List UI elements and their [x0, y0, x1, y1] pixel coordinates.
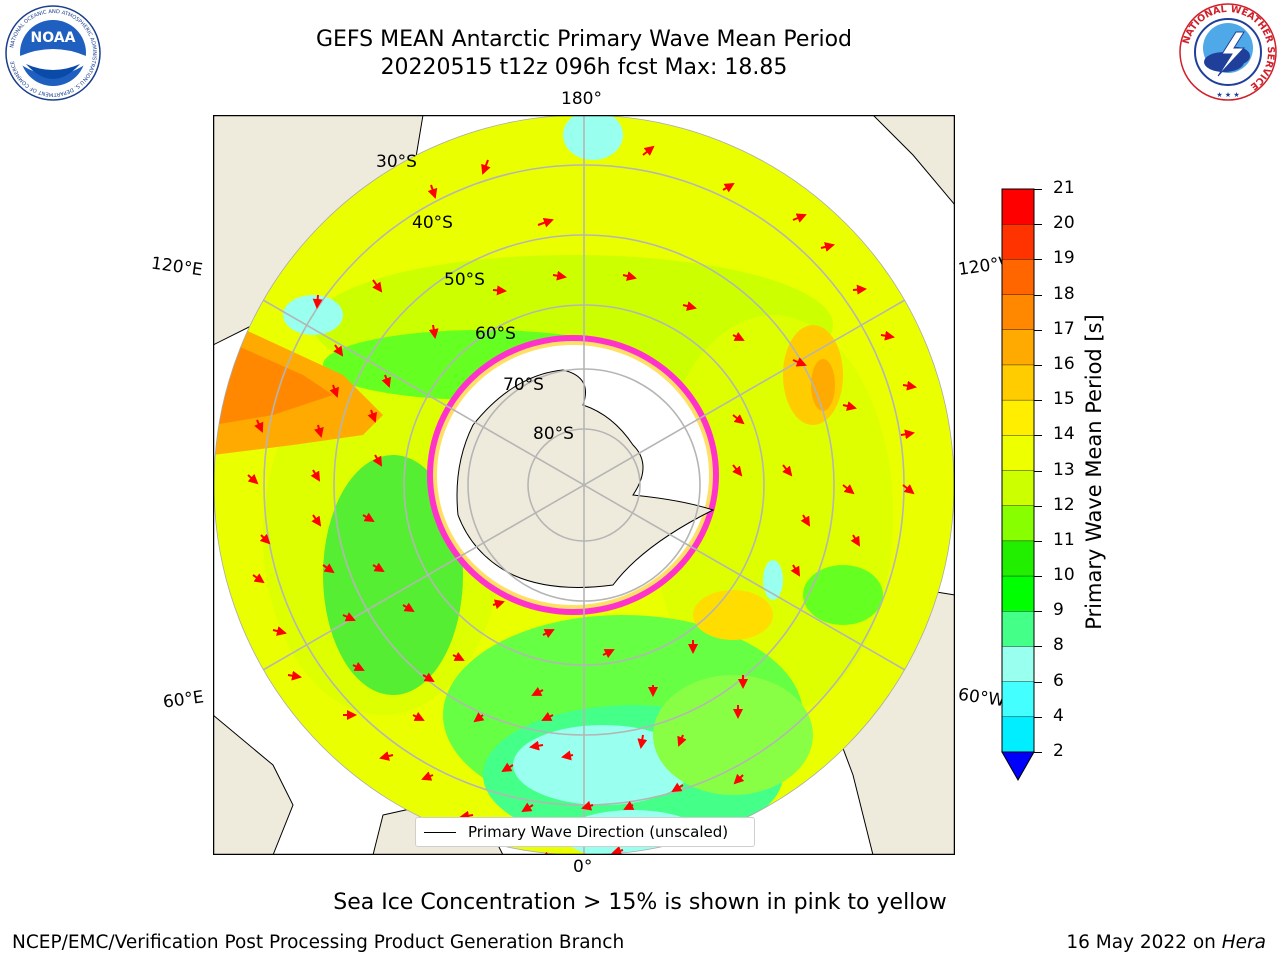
- colorbar-band: [1001, 329, 1035, 366]
- colorbar-tick-mark: [1034, 716, 1042, 718]
- legend-line-swatch: [424, 831, 456, 833]
- colorbar-tick-label: 2: [1053, 741, 1064, 761]
- colorbar-tick-mark: [1034, 364, 1042, 366]
- colorbar-tick-label: 11: [1053, 529, 1075, 550]
- lon-label-0: 0°: [573, 857, 593, 877]
- map-title: GEFS MEAN Antarctic Primary Wave Mean Pe…: [315, 27, 853, 52]
- colorbar-tick-label: 19: [1053, 248, 1075, 269]
- colorbar-tick-mark: [1034, 540, 1042, 542]
- colorbar-tick-mark: [1034, 189, 1042, 190]
- noaa-logo: NOAA NATIONAL OCEANIC AND ATMOSPHERIC AD…: [5, 5, 101, 101]
- colorbar-tick-label: 15: [1053, 389, 1075, 410]
- map-legend: Primary Wave Direction (unscaled): [415, 817, 755, 847]
- lat-label-80s: 80°S: [533, 424, 574, 444]
- colorbar-band: [1001, 470, 1035, 507]
- lat-label-30s: 30°S: [376, 152, 417, 172]
- colorbar-tick-label: 16: [1053, 353, 1075, 374]
- colorbar-band: [1001, 611, 1035, 648]
- colorbar-tick-label: 14: [1053, 424, 1075, 445]
- colorbar-tick-mark: [1034, 294, 1042, 296]
- colorbar-band: [1001, 575, 1035, 612]
- colorbar-tick-label: 21: [1053, 178, 1075, 198]
- noaa-logo-text: NOAA: [31, 30, 76, 46]
- colorbar-tick-mark: [1034, 224, 1042, 226]
- colorbar-band: [1001, 435, 1035, 472]
- colorbar-band: [1001, 399, 1035, 437]
- colorbar-tick-label: 6: [1053, 670, 1064, 691]
- sea-ice-note: Sea Ice Concentration > 15% is shown in …: [333, 890, 947, 915]
- colorbar-band: [1001, 223, 1035, 261]
- colorbar-band: [1001, 681, 1035, 718]
- polar-wave-map: [213, 115, 955, 855]
- legend-label: Primary Wave Direction (unscaled): [468, 823, 729, 841]
- colorbar-tick-label: 10: [1053, 565, 1075, 586]
- colorbar-band: [1001, 716, 1035, 753]
- colorbar-tick-label: 12: [1053, 494, 1075, 515]
- colorbar-tick-mark: [1034, 505, 1042, 507]
- lon-label-120e: 120°E: [149, 253, 204, 281]
- colorbar-tick-mark: [1034, 611, 1042, 613]
- colorbar-extend-triangle: [1001, 751, 1035, 782]
- colorbar-tick-label: 17: [1053, 318, 1075, 339]
- colorbar-tick-mark: [1034, 400, 1042, 402]
- colorbar-band: [1001, 294, 1035, 331]
- svg-text:★ ★ ★: ★ ★ ★: [1216, 91, 1239, 99]
- colorbar-band: [1001, 259, 1035, 296]
- lat-label-70s: 70°S: [503, 375, 544, 395]
- colorbar-tick-label: 8: [1053, 635, 1064, 656]
- period-shading: [214, 115, 893, 855]
- colorbar-label: Primary Wave Mean Period [s]: [1082, 314, 1106, 630]
- colorbar-tick-mark: [1034, 752, 1042, 753]
- lat-label-40s: 40°S: [412, 213, 453, 233]
- colorbar-tick-label: 13: [1053, 459, 1075, 480]
- colorbar-tick-mark: [1034, 576, 1042, 578]
- lat-label-50s: 50°S: [444, 270, 485, 290]
- nws-logo: NATIONAL WEATHER SERVICE ★ ★ ★: [1179, 3, 1277, 101]
- antarctica-land: [456, 369, 715, 588]
- colorbar-band: [1001, 540, 1035, 577]
- map-subtitle: 20220515 t12z 096h fcst Max: 18.85: [380, 55, 788, 80]
- colorbar: [1001, 188, 1035, 782]
- footer-left: NCEP/EMC/Verification Post Processing Pr…: [12, 932, 625, 953]
- colorbar-tick-label: 20: [1053, 213, 1075, 234]
- wave-direction-arrows: [247, 145, 917, 855]
- colorbar-tick-mark: [1034, 470, 1042, 472]
- colorbar-band: [1001, 646, 1035, 683]
- colorbar-tick-label: 18: [1053, 283, 1075, 304]
- footer-right: 16 May 2022 on Hera: [1066, 932, 1266, 953]
- lon-label-60w: 60°W: [956, 684, 1007, 712]
- colorbar-tick-mark: [1034, 646, 1042, 648]
- colorbar-band: [1001, 364, 1035, 401]
- colorbar-tick-mark: [1034, 259, 1042, 261]
- colorbar-tick-mark: [1034, 435, 1042, 437]
- lat-label-60s: 60°S: [475, 324, 516, 344]
- colorbar-tick-label: 4: [1053, 705, 1064, 726]
- colorbar-band: [1001, 188, 1035, 225]
- colorbar-tick-label: 9: [1053, 600, 1064, 621]
- footer-machine: Hera: [1221, 932, 1266, 953]
- colorbar-tick-mark: [1034, 329, 1042, 331]
- colorbar-tick-mark: [1034, 681, 1042, 683]
- colorbar-band: [1001, 505, 1035, 542]
- lon-label-60e: 60°E: [161, 687, 206, 713]
- lon-label-180: 180°: [561, 89, 602, 109]
